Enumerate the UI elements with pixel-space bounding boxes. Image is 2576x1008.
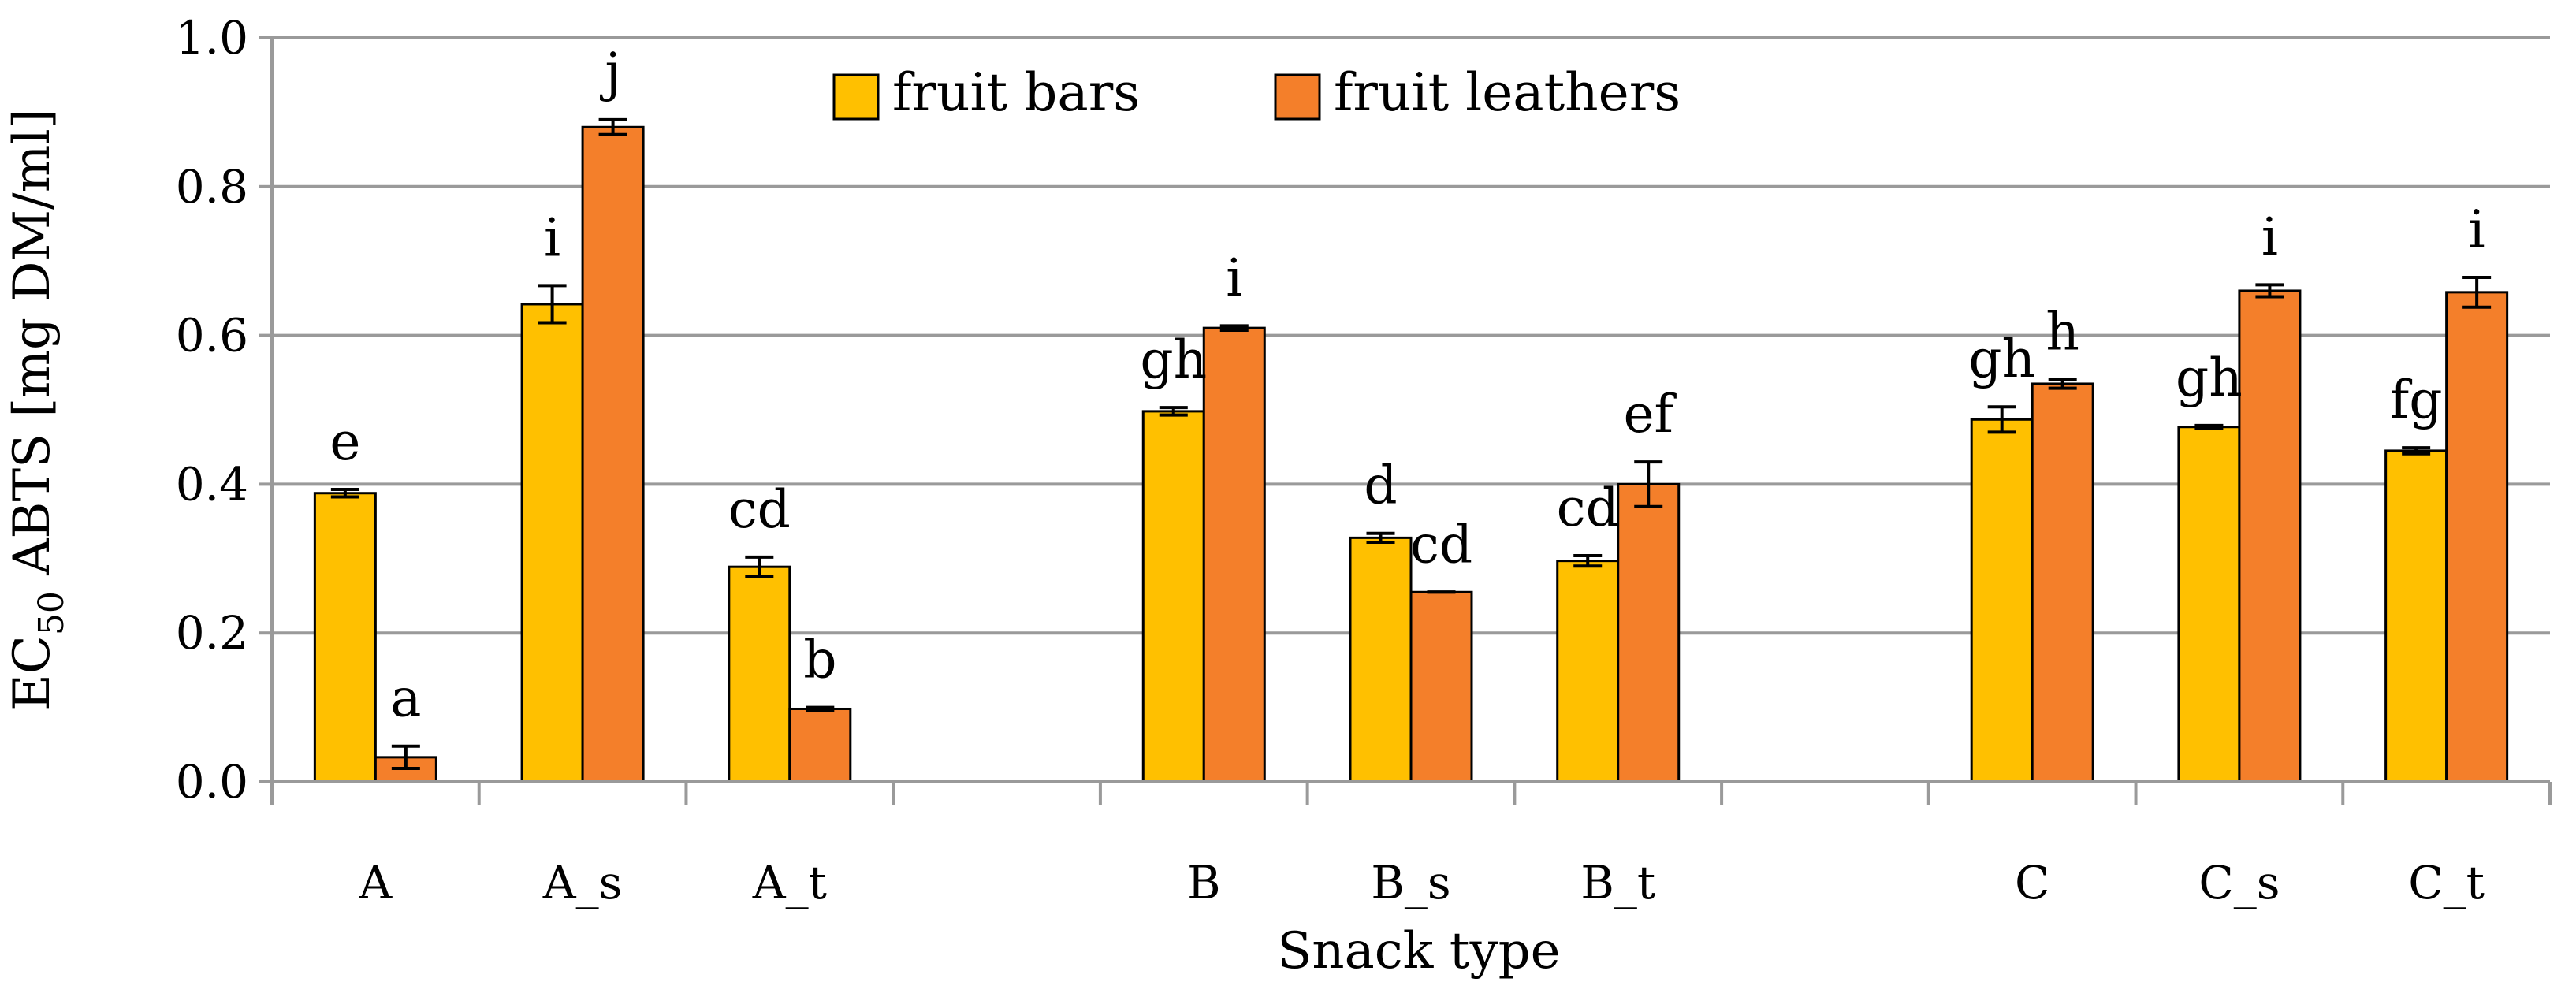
axes: 0.0 0.2 0.4 0.6 0.8 1.0 A A_s A_t B B_s B_t C C_s C_t xyxy=(176,11,2552,909)
sig-label-fruit-leathers-B_s: cd xyxy=(1410,514,1472,575)
error-bar-fruit-bars-B xyxy=(1159,406,1188,417)
error-bar-fruit-leathers-B_t xyxy=(1634,460,1663,508)
sig-label-fruit-leathers-B_t: ef xyxy=(1623,384,1677,444)
y-axis-title-suffix: ABTS [mg DM/ml] xyxy=(3,109,61,591)
sig-label-fruit-bars-B_t: cd xyxy=(1557,478,1619,538)
sig-label-fruit-bars-C_t: fg xyxy=(2390,370,2443,430)
error-bar-fruit-bars-C xyxy=(1987,405,2016,434)
bar-fruit-leathers-B_s xyxy=(1409,590,1473,783)
legend-swatch-fruit-leathers xyxy=(1274,73,1321,121)
y-tick-label-0: 0.0 xyxy=(176,755,248,809)
bar-fruit-bars-C_t xyxy=(2384,449,2448,783)
error-bar-fruit-leathers-C xyxy=(2048,378,2077,390)
x-tick-label-A: A xyxy=(358,856,393,909)
y-tick-label-5: 1.0 xyxy=(176,11,248,65)
bar-fruit-leathers-B xyxy=(1202,326,1266,783)
error-bar-fruit-bars-C_s xyxy=(2194,423,2224,430)
error-bar-fruit-leathers-A xyxy=(391,744,420,771)
y-axis-title: EC50 ABTS [mg DM/ml] xyxy=(3,109,72,711)
sig-label-fruit-bars-B_s: d xyxy=(1364,456,1397,516)
error-bar-fruit-bars-B_t xyxy=(1573,554,1603,568)
bar-fruit-leathers-C xyxy=(2031,382,2094,783)
error-bar-fruit-leathers-A_s xyxy=(598,117,627,136)
error-bar-fruit-bars-C_t xyxy=(2402,446,2431,456)
y-tick-label-4: 0.8 xyxy=(176,160,248,214)
legend-label-fruit-leathers: fruit leathers xyxy=(1334,62,1681,123)
sig-label-fruit-leathers-A_t: b xyxy=(803,630,836,690)
x-tick-label-C_s: C_s xyxy=(2198,856,2280,909)
y-axis-title-prefix: EC xyxy=(3,635,61,711)
error-bar-fruit-leathers-A_t xyxy=(806,705,835,712)
legend-swatch-fruit-bars xyxy=(832,73,880,121)
sig-label-fruit-bars-C_s: gh xyxy=(2176,348,2243,408)
legend: fruit bars fruit leathers xyxy=(832,62,1681,123)
sig-label-fruit-leathers-A: a xyxy=(390,668,421,729)
sig-label-fruit-bars-A_s: i xyxy=(544,207,560,268)
error-bar-fruit-leathers-B xyxy=(1219,324,1249,332)
bar-fruit-bars-C xyxy=(1970,418,2034,783)
y-tick-label-2: 0.4 xyxy=(176,457,248,511)
error-bar-fruit-bars-A_s xyxy=(538,284,567,325)
bar-fruit-leathers-A_s xyxy=(581,125,645,783)
bar-fruit-bars-A_t xyxy=(728,565,791,783)
x-tick-label-A_s: A_s xyxy=(542,856,623,909)
x-tick-label-B: B xyxy=(1187,856,1221,909)
sig-label-fruit-leathers-C_s: i xyxy=(2261,206,2278,267)
sig-label-fruit-leathers-C: h xyxy=(2046,301,2079,362)
x-tick-label-B_s: B_s xyxy=(1371,856,1450,909)
error-bar-fruit-bars-A xyxy=(330,488,359,499)
bar-fruit-leathers-C_t xyxy=(2445,291,2509,783)
y-tick-label-1: 0.2 xyxy=(176,606,248,660)
bar-fruit-leathers-B_t xyxy=(1617,482,1681,783)
error-bar-fruit-leathers-C_t xyxy=(2462,275,2492,309)
error-bar-fruit-bars-B_s xyxy=(1366,531,1395,545)
sig-label-fruit-bars-A: e xyxy=(329,411,360,472)
bar-fruit-bars-B xyxy=(1141,410,1205,783)
bar-fruit-bars-B_s xyxy=(1349,536,1413,783)
bar-fruit-bars-B_t xyxy=(1556,560,1620,783)
sig-label-fruit-bars-B: gh xyxy=(1140,329,1207,390)
y-tick-label-3: 0.6 xyxy=(176,309,248,363)
x-tick-label-A_t: A_t xyxy=(752,856,827,909)
legend-label-fruit-bars: fruit bars xyxy=(892,62,1140,123)
sig-label-fruit-bars-A_t: cd xyxy=(728,479,791,540)
x-tick-label-B_t: B_t xyxy=(1580,856,1655,909)
bar-fruit-leathers-A_t xyxy=(788,707,852,783)
sig-label-fruit-leathers-A_s: j xyxy=(599,42,620,102)
sig-label-fruit-leathers-B: i xyxy=(1226,247,1242,308)
bar-series xyxy=(313,117,2509,783)
error-bar-fruit-bars-A_t xyxy=(745,555,774,578)
bar-fruit-leathers-C_s xyxy=(2238,289,2302,783)
bar-fruit-bars-A xyxy=(313,492,377,783)
x-tick-label-C_t: C_t xyxy=(2408,856,2485,909)
sig-label-fruit-leathers-C_t: i xyxy=(2469,199,2485,260)
x-axis-title: Snack type xyxy=(1278,922,1561,980)
y-axis-title-subscript: 50 xyxy=(32,591,72,635)
bar-fruit-bars-C_s xyxy=(2177,426,2241,783)
x-tick-label-C: C xyxy=(2015,856,2049,909)
gridlines xyxy=(272,36,2550,635)
bar-fruit-bars-A_s xyxy=(520,303,584,783)
error-bar-fruit-leathers-C_s xyxy=(2255,283,2284,299)
sig-label-fruit-bars-C: gh xyxy=(1968,329,2035,389)
